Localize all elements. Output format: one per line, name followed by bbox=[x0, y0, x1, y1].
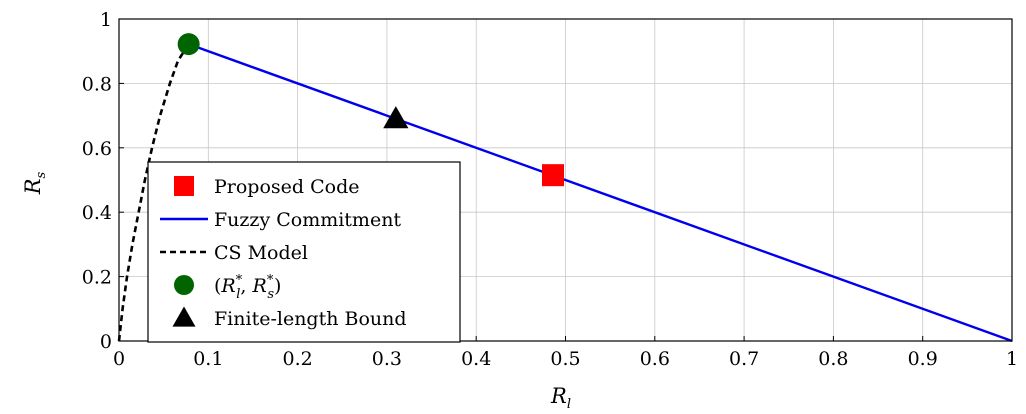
y-tick-label: 0.2 bbox=[82, 267, 112, 289]
legend-r-l-r-s-label: (R* l, R* s) bbox=[214, 273, 281, 302]
legend-r-l-r-s-swatch bbox=[174, 275, 194, 295]
x-tick-label: 0.7 bbox=[729, 348, 759, 370]
x-axis-label: Rl bbox=[550, 384, 571, 412]
x-tick-label: 0.8 bbox=[818, 348, 848, 370]
x-tick-label: 0.3 bbox=[372, 348, 402, 370]
legend-fuzzy-commitment-label: Fuzzy Commitment bbox=[214, 209, 401, 231]
legend-finite-length-bound-swatch bbox=[172, 306, 196, 327]
y-tick-label: 0.4 bbox=[82, 202, 112, 224]
y-tick-label: 1 bbox=[100, 9, 112, 31]
x-tick-label: 0.9 bbox=[908, 348, 938, 370]
cs-model-line bbox=[117, 43, 190, 342]
y-tick-label: 0.6 bbox=[82, 138, 112, 160]
legend-finite-length-bound-label: Finite-length Bound bbox=[214, 308, 407, 330]
legend: Proposed Code Fuzzy Commitment CS Model (R*… bbox=[147, 161, 461, 343]
x-tick-label: 0 bbox=[113, 348, 125, 370]
finite-length-bound-point bbox=[383, 106, 409, 129]
legend-proposed-code-label: Proposed Code bbox=[214, 176, 360, 198]
x-tick-label: 1 bbox=[1006, 348, 1018, 370]
series-layer bbox=[117, 33, 1013, 343]
legend-cs-model-label: CS Model bbox=[214, 242, 308, 264]
proposed-code-point bbox=[541, 164, 564, 187]
x-tick-label: 0.4 bbox=[461, 348, 491, 370]
y-tick-label: 0 bbox=[100, 331, 112, 353]
y-tick-label: 0.8 bbox=[82, 73, 112, 95]
y-axis-label: Rs bbox=[21, 171, 49, 195]
x-tick-label: 0.5 bbox=[550, 348, 580, 370]
x-tick-label: 0.2 bbox=[282, 348, 312, 370]
x-tick-label: 0.6 bbox=[640, 348, 670, 370]
x-tick-label: 0.1 bbox=[193, 348, 223, 370]
r-l-r-s-point bbox=[177, 33, 200, 56]
legend-proposed-code-swatch bbox=[174, 176, 194, 196]
ticks: 0 0.1 0.2 0.3 0.4 0.5 0.6 0.7 0.8 0.9 1 0 0.2 0.4 0.6 0… bbox=[82, 9, 1018, 370]
fuzzy-commitment-line bbox=[188, 42, 1013, 343]
